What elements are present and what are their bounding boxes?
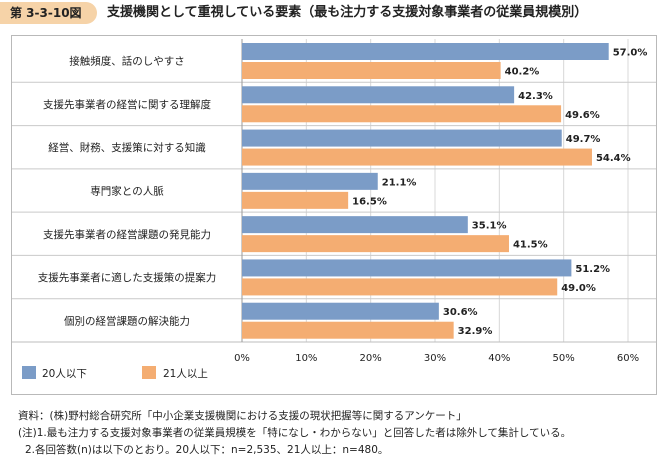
data-label: 30.6%: [443, 307, 478, 318]
bar-series-2: [242, 62, 501, 79]
data-label: 51.2%: [575, 264, 610, 275]
footnote-2: 2.各回答数(n)は以下のとおり。20人以下：n=2,535、21人以上：n=4…: [25, 444, 389, 456]
category-label: 専門家との人脈: [90, 185, 164, 198]
data-label: 57.0%: [613, 48, 648, 59]
category-label: 支援先事業者の経営課題の発見能力: [43, 228, 211, 241]
data-label: 41.5%: [513, 240, 548, 251]
bar-series-1: [242, 216, 468, 234]
data-label: 21.1%: [382, 177, 417, 188]
data-label: 49.0%: [561, 283, 596, 294]
bar-series-2: [242, 191, 349, 209]
bar-chart: 接触頻度、話のしやすさ支援先事業者の経営に関する理解度経営、財務、支援策に対する…: [12, 39, 656, 380]
data-label: 54.4%: [596, 153, 631, 164]
figure-title: 支援機関として重視している要素（最も注力する支援対象事業者の従業員規模別）: [107, 5, 588, 20]
source-note: 資料：(株)野村総合研究所「中小企業支援機関における支援の現状把握等に関するアン…: [18, 410, 467, 422]
footnote-1: (注)1.最も注力する支援対象事業者の従業員規模を「特になし・わからない」と回答…: [18, 427, 572, 439]
x-tick-label: 50%: [553, 353, 575, 364]
data-label: 35.1%: [472, 221, 507, 232]
bar-series-1: [242, 43, 609, 60]
x-tick-label: 20%: [360, 353, 382, 364]
category-label: 接触頻度、話のしやすさ: [69, 55, 184, 68]
bar-series-2: [242, 148, 592, 166]
bar-series-2: [242, 105, 562, 123]
bar-series-2: [242, 235, 509, 253]
data-label: 42.3%: [518, 91, 553, 102]
x-tick-label: 10%: [295, 353, 317, 364]
category-label: 支援先事業者に適した支援策の提案力: [38, 271, 217, 284]
x-tick-label: 60%: [617, 353, 639, 364]
data-label: 32.9%: [458, 326, 493, 337]
legend-label-series-1: 20人以下: [42, 368, 87, 380]
figure-number-label: 第 3-3-10図: [0, 2, 97, 24]
x-tick-label: 0%: [234, 353, 250, 364]
figure-header: 第 3-3-10図 支援機関として重視している要素（最も注力する支援対象事業者の…: [0, 0, 663, 26]
bar-series-1: [242, 86, 515, 104]
category-label: 支援先事業者の経営に関する理解度: [43, 98, 211, 111]
legend-swatch-series-1: [22, 366, 36, 379]
data-label: 49.7%: [566, 134, 601, 145]
data-label: 49.6%: [565, 110, 600, 121]
x-tick-label: 40%: [488, 353, 510, 364]
chart-frame: 接触頻度、話のしやすさ支援先事業者の経営に関する理解度 経営、財務、支援策に対する…: [11, 35, 657, 395]
bar-series-1: [242, 172, 378, 190]
bar-series-1: [242, 129, 562, 147]
bar-series-1: [242, 259, 572, 277]
legend-label-series-2: 21人以上: [163, 368, 208, 380]
bar-series-2: [242, 278, 558, 296]
notes-block: 資料：(株)野村総合研究所「中小企業支援機関における支援の現状把握等に関するアン…: [18, 408, 571, 459]
bar-series-2: [242, 321, 454, 339]
data-label: 16.5%: [352, 196, 387, 207]
bar-series-1: [242, 302, 439, 320]
data-label: 40.2%: [505, 67, 540, 78]
legend-swatch-series-2: [142, 366, 156, 379]
x-tick-label: 30%: [424, 353, 446, 364]
category-label: 個別の経営課題の解決能力: [64, 314, 190, 327]
category-label: 経営、財務、支援策に対する知識: [48, 141, 206, 154]
